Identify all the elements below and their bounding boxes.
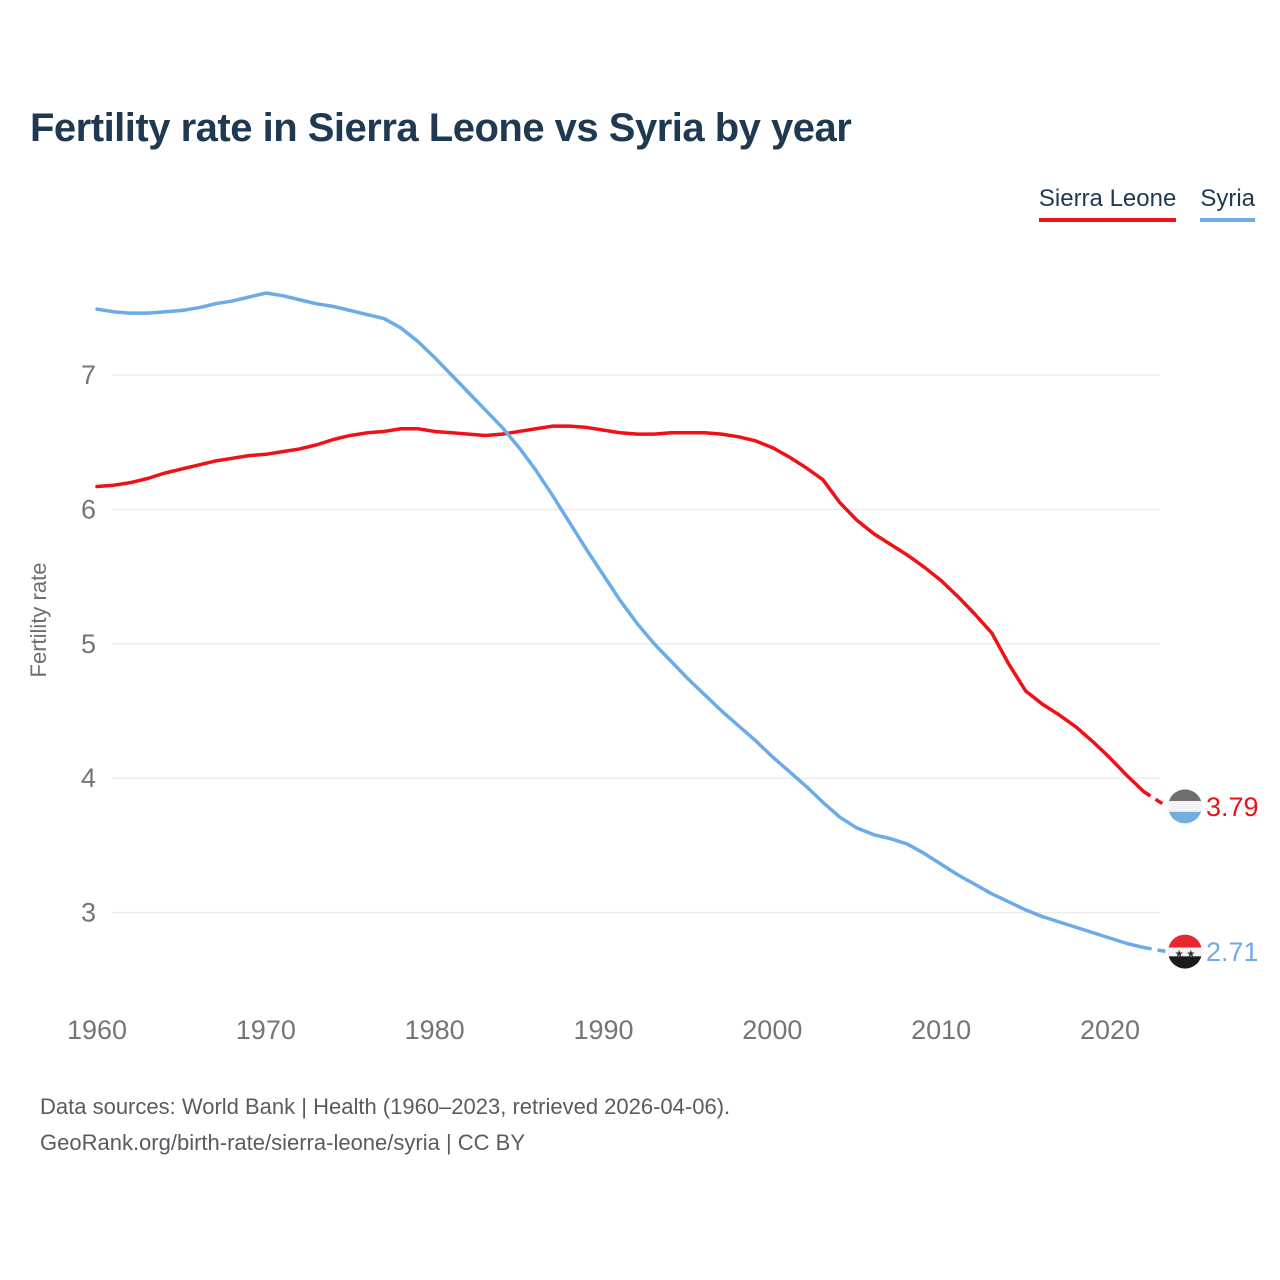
y-tick-5: 5 <box>81 629 96 659</box>
x-tick-1980: 1980 <box>405 1015 465 1045</box>
series-line-dash-syria <box>1143 945 1167 954</box>
legend-item-sierra-leone[interactable]: Sierra Leone <box>1038 185 1177 222</box>
series-line-sierra-leone <box>95 424 1146 794</box>
y-tick-4: 4 <box>81 763 96 793</box>
end-value-syria: 2.71 <box>1206 937 1259 967</box>
page-title: Fertility rate in Sierra Leone vs Syria … <box>30 106 852 150</box>
series-line-syria <box>95 291 1146 950</box>
x-tick-1970: 1970 <box>236 1015 296 1045</box>
x-tick-2010: 2010 <box>911 1015 971 1045</box>
x-tick-2000: 2000 <box>742 1015 802 1045</box>
footer-sources: Data sources: World Bank | Health (1960–… <box>40 1094 731 1119</box>
x-tick-1960: 1960 <box>67 1015 127 1045</box>
end-value-sierra-leone: 3.79 <box>1206 792 1259 822</box>
legend: Sierra Leone Syria <box>1038 185 1255 222</box>
y-tick-6: 6 <box>81 494 96 524</box>
flag-stars: ★ ★ <box>1175 949 1196 960</box>
x-tick-1990: 1990 <box>573 1015 633 1045</box>
footer: Data sources: World Bank | Health (1960–… <box>40 1089 730 1161</box>
flag-icon-syria: ★ ★ <box>1168 934 1202 969</box>
y-tick-7: 7 <box>81 360 96 390</box>
footer-link: GeoRank.org/birth-rate/sierra-leone/syri… <box>40 1130 526 1155</box>
y-tick-3: 3 <box>81 898 96 928</box>
series-line-dash-sierra-leone <box>1142 790 1168 808</box>
y-axis-label: Fertility rate <box>26 563 51 678</box>
flag-icon-sierra-leone <box>1168 789 1202 824</box>
legend-item-syria[interactable]: Syria <box>1200 185 1255 222</box>
x-tick-2020: 2020 <box>1080 1015 1140 1045</box>
